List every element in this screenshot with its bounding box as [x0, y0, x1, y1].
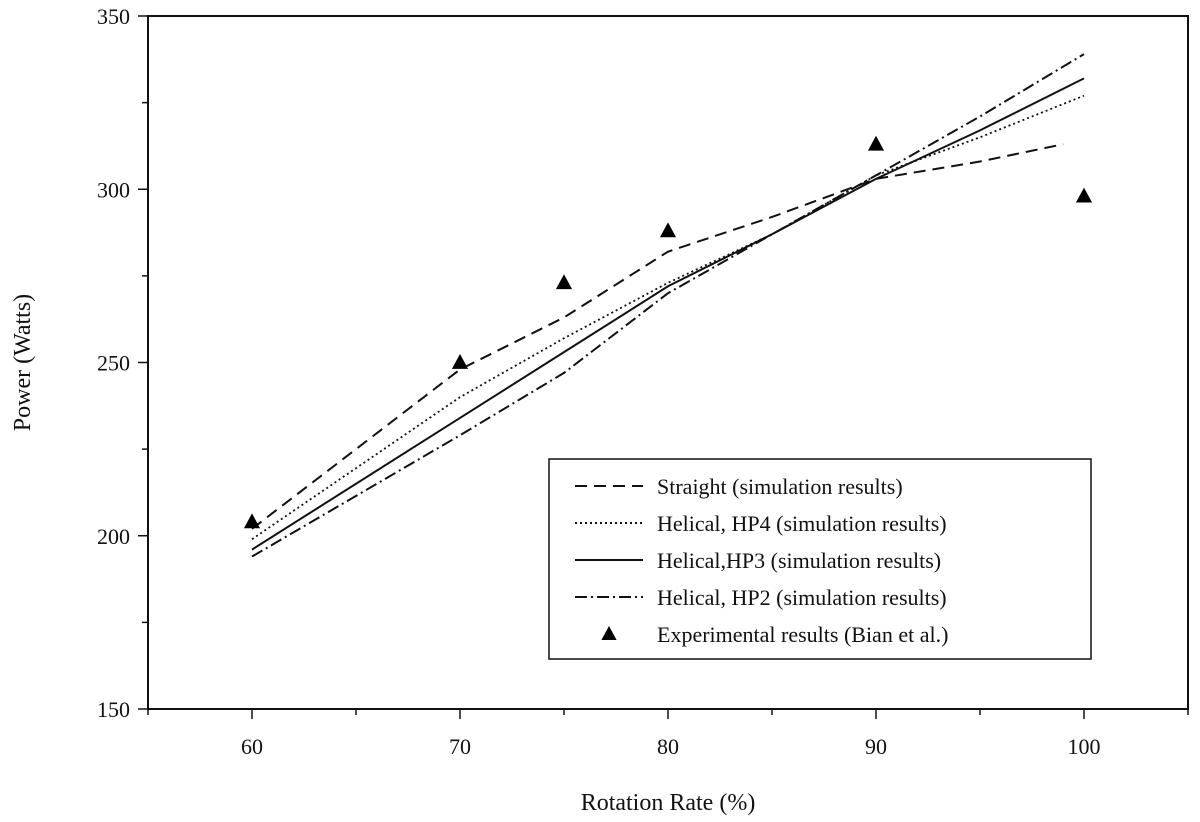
y-tick-label: 150	[97, 697, 130, 722]
experimental-point	[867, 135, 885, 151]
y-tick-label: 200	[97, 524, 130, 549]
legend-label: Experimental results (Bian et al.)	[657, 622, 948, 647]
y-tick-label: 250	[97, 351, 130, 376]
legend-marker	[601, 626, 617, 640]
experimental-point	[659, 222, 677, 238]
y-tick-label: 350	[97, 4, 130, 29]
x-tick-label: 70	[449, 734, 471, 759]
experimental-point	[555, 274, 573, 290]
legend-label: Helical,HP3 (simulation results)	[657, 548, 941, 573]
y-tick-label: 300	[97, 177, 130, 202]
y-axis-title: Power (Watts)	[10, 294, 36, 431]
series-line-dotted	[251, 94, 1085, 540]
series-line-dashdot	[251, 53, 1085, 558]
experimental-point	[243, 513, 261, 529]
x-tick-label: 90	[865, 734, 887, 759]
experimental-point	[1075, 187, 1093, 203]
series-line-solid	[251, 77, 1085, 551]
x-axis-title: Rotation Rate (%)	[581, 790, 756, 816]
x-tick-label: 100	[1068, 734, 1101, 759]
x-tick-label: 80	[657, 734, 679, 759]
series-line-dashed	[251, 143, 1064, 530]
legend-label: Helical, HP4 (simulation results)	[657, 511, 947, 536]
x-tick-label: 60	[241, 734, 263, 759]
legend-label: Helical, HP2 (simulation results)	[657, 585, 947, 610]
experimental-point	[451, 354, 469, 369]
legend-label: Straight (simulation results)	[657, 474, 903, 499]
